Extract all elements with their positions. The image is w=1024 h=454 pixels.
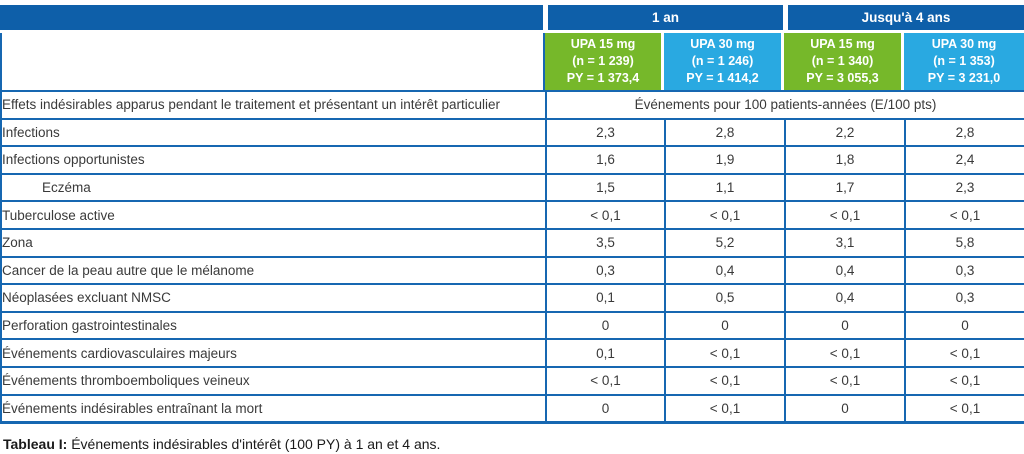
table-row: Zona 3,5 5,2 3,1 5,8	[0, 227, 1024, 258]
row-value: 1,6	[545, 145, 666, 175]
row-value: 0,5	[664, 283, 786, 313]
corner-cell	[0, 33, 545, 90]
dose-n: (n = 1 340)	[811, 53, 874, 68]
dose-title: UPA 15 mg	[810, 36, 875, 51]
subheader-label: Effets indésirables apparus pendant le t…	[0, 90, 547, 120]
row-value: 0	[904, 310, 1024, 341]
row-label: Néoplasées excluant NMSC	[0, 283, 547, 313]
dose-column-upa30-4ans: UPA 30 mg (n = 1 353) PY = 3 231,0	[904, 33, 1024, 90]
row-value: < 0,1	[664, 393, 786, 425]
table-row: Événements cardiovasculaires majeurs 0,1 <…	[0, 338, 1024, 368]
row-value: 2,4	[904, 145, 1024, 175]
row-value: < 0,1	[904, 200, 1024, 230]
row-label: Tuberculose active	[0, 200, 547, 230]
table-row: Cancer de la peau autre que le mélanome 0…	[0, 255, 1024, 286]
row-value: < 0,1	[904, 393, 1024, 425]
row-value: 2,2	[784, 117, 906, 148]
row-value: 0,3	[904, 255, 1024, 286]
row-value: < 0,1	[904, 338, 1024, 368]
row-value: 5,8	[904, 227, 1024, 258]
dose-n: (n = 1 353)	[933, 53, 995, 68]
row-value: 3,5	[545, 227, 666, 258]
row-value: 0,4	[784, 283, 906, 313]
row-value: < 0,1	[784, 365, 906, 396]
row-value: 2,8	[664, 117, 786, 148]
dose-py: PY = 1 373,4	[566, 71, 640, 86]
dose-column-upa15-4ans: UPA 15 mg (n = 1 340) PY = 3 055,3	[784, 33, 904, 90]
row-label: Perforation gastrointestinales	[0, 310, 547, 341]
row-value: 0	[784, 393, 906, 425]
row-value: 0,4	[784, 255, 906, 286]
row-value: 0,4	[664, 255, 786, 286]
row-label: Zona	[0, 227, 547, 258]
subheader-row: Effets indésirables apparus pendant le t…	[0, 90, 1024, 120]
row-value: < 0,1	[664, 200, 786, 230]
dose-n: (n = 1 246)	[691, 53, 754, 68]
dose-column-upa30-1an: UPA 30 mg (n = 1 246) PY = 1 414,2	[664, 33, 784, 90]
row-label: Infections	[0, 117, 547, 148]
row-value: < 0,1	[545, 365, 666, 396]
row-value: 0,1	[545, 283, 666, 313]
row-value: 1,1	[664, 172, 786, 203]
row-label: Événements indésirables entraînant la mo…	[0, 393, 547, 425]
dose-title: UPA 30 mg	[690, 36, 755, 51]
dose-n: (n = 1 239)	[572, 53, 634, 68]
row-value: 2,3	[545, 117, 666, 148]
period-header-empty	[0, 5, 543, 30]
row-label: Eczéma	[0, 172, 547, 203]
row-label: Infections opportunistes	[0, 145, 547, 175]
row-value: 0	[545, 393, 666, 425]
dose-py: PY = 1 414,2	[686, 71, 759, 86]
dose-py: PY = 3 055,3	[806, 71, 879, 86]
dose-py: PY = 3 231,0	[927, 71, 1001, 86]
row-value: 2,3	[904, 172, 1024, 203]
dose-header-row: UPA 15 mg (n = 1 239) PY = 1 373,4 UPA 3…	[0, 33, 1024, 90]
row-label: Événements cardiovasculaires majeurs	[0, 338, 547, 368]
row-value: < 0,1	[545, 200, 666, 230]
subheader-units: Événements pour 100 patients-années (E/1…	[545, 90, 1024, 120]
dose-title: UPA 30 mg	[931, 36, 997, 51]
row-value: 1,7	[784, 172, 906, 203]
row-value: < 0,1	[664, 365, 786, 396]
row-value: 1,9	[664, 145, 786, 175]
table-row: Infections opportunistes 1,6 1,9 1,8 2,4	[0, 145, 1024, 175]
dose-title: UPA 15 mg	[570, 36, 636, 51]
table-row: Événements indésirables entraînant la mo…	[0, 393, 1024, 425]
dose-column-upa15-1an: UPA 15 mg (n = 1 239) PY = 1 373,4	[545, 33, 664, 90]
table-row: Eczéma 1,5 1,1 1,7 2,3	[0, 172, 1024, 203]
table-body: Effets indésirables apparus pendant le t…	[0, 90, 1024, 425]
events-table: Effets indésirables apparus pendant le t…	[0, 90, 1024, 425]
row-value: 0	[545, 310, 666, 341]
row-value: 0	[784, 310, 906, 341]
table-row: Néoplasées excluant NMSC 0,1 0,5 0,4 0,3	[0, 283, 1024, 313]
table-row: Événements thromboemboliques veineux < 0,…	[0, 365, 1024, 396]
period-header-4-years: Jusqu'à 4 ans	[788, 5, 1024, 30]
row-value: 5,2	[664, 227, 786, 258]
caption-text: Événements indésirables d'intérêt (100 P…	[67, 436, 441, 453]
row-label: Événements thromboemboliques veineux	[0, 365, 547, 396]
row-value: < 0,1	[784, 338, 906, 368]
row-value: 0,3	[545, 255, 666, 286]
row-value: 0	[664, 310, 786, 341]
table-row: Infections 2,3 2,8 2,2 2,8	[0, 117, 1024, 148]
period-header-bar: 1 an Jusqu'à 4 ans	[0, 5, 1024, 30]
row-value: 0,1	[545, 338, 666, 368]
row-value: 0,3	[904, 283, 1024, 313]
row-label: Cancer de la peau autre que le mélanome	[0, 255, 547, 286]
caption-prefix: Tableau I:	[3, 436, 68, 453]
table-caption: Tableau I: Événements indésirables d'int…	[3, 436, 1024, 452]
table-row: Perforation gastrointestinales 0 0 0 0	[0, 310, 1024, 341]
row-value: 3,1	[784, 227, 906, 258]
period-header-1-year: 1 an	[548, 5, 783, 30]
table-row: Tuberculose active < 0,1 < 0,1 < 0,1 < 0,1	[0, 200, 1024, 230]
row-value: 1,8	[784, 145, 906, 175]
row-value: < 0,1	[664, 338, 786, 368]
row-value: 2,8	[904, 117, 1024, 148]
row-value: < 0,1	[784, 200, 906, 230]
row-value: 1,5	[545, 172, 666, 203]
row-value: < 0,1	[904, 365, 1024, 396]
